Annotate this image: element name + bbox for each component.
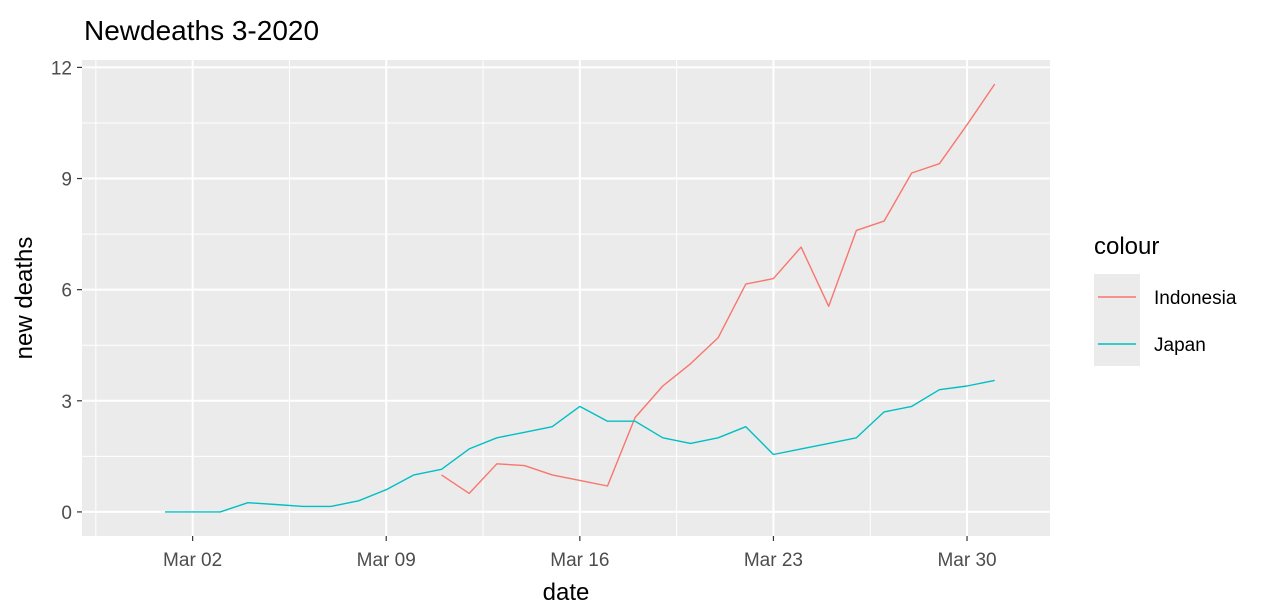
series-line-indonesia <box>441 83 996 495</box>
y-axis: 0 3 6 9 12 <box>51 58 82 524</box>
x-tick-label: Mar 09 <box>357 550 416 571</box>
series-layer <box>165 83 996 513</box>
y-tick-label: 12 <box>51 58 72 79</box>
legend-label-indonesia: Indonesia <box>1154 288 1237 309</box>
series-line-japan <box>165 379 995 513</box>
grid-major <box>82 60 1050 536</box>
legend: colour Indonesia Japan <box>1094 233 1237 366</box>
x-tick-label: Mar 02 <box>163 550 222 571</box>
x-tick-label: Mar 30 <box>937 550 996 571</box>
legend-title: colour <box>1094 233 1159 260</box>
chart-title: Newdeaths 3-2020 <box>84 15 319 46</box>
y-tick-label: 0 <box>61 503 72 524</box>
y-tick-label: 3 <box>61 392 72 413</box>
y-axis-title: new deaths <box>11 237 38 360</box>
y-tick-label: 6 <box>61 281 72 302</box>
legend-key-background <box>1094 274 1140 366</box>
x-tick-label: Mar 16 <box>550 550 609 571</box>
y-tick-label: 9 <box>61 170 72 191</box>
x-tick-label: Mar 23 <box>744 550 803 571</box>
legend-label-japan: Japan <box>1154 335 1206 356</box>
legend-items: Indonesia Japan <box>1098 288 1237 356</box>
x-axis-title: date <box>543 579 590 606</box>
grid-minor <box>82 60 1050 536</box>
plot-panel <box>82 60 1050 536</box>
x-axis: Mar 02 Mar 09 Mar 16 Mar 23 Mar 30 <box>163 536 997 571</box>
